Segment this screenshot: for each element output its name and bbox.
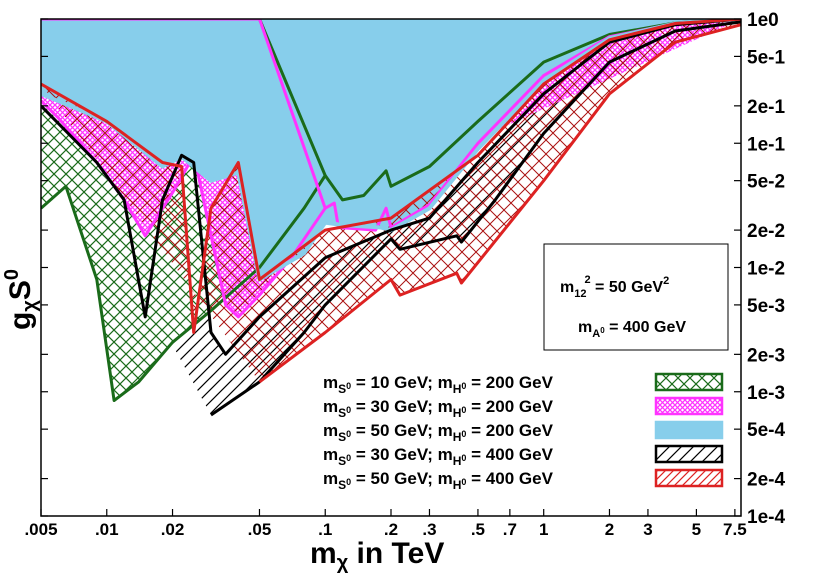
y-tick-label: 1e-4 bbox=[747, 507, 785, 528]
x-tick-label: 5 bbox=[692, 520, 701, 539]
boundary-upper-4 bbox=[41, 19, 741, 356]
legend-label: mS0 = 50 GeV; mH0 = 400 GeV bbox=[323, 469, 554, 492]
legend-swatch bbox=[654, 468, 724, 488]
legend-swatch bbox=[654, 372, 724, 392]
x-tick-label: .005 bbox=[24, 520, 57, 539]
ma0-parameter: mA0 = 400 GeV bbox=[578, 319, 686, 340]
x-tick-label: 1 bbox=[539, 520, 548, 539]
boundary-upper-5 bbox=[41, 19, 741, 334]
legend-swatch bbox=[654, 396, 724, 416]
y-tick-label: 5e-4 bbox=[747, 420, 785, 441]
legend-swatch bbox=[654, 444, 724, 464]
y-tick-label: 2e-3 bbox=[747, 345, 785, 366]
boundary-lower-3 bbox=[41, 19, 741, 282]
y-axis-label: gχS0 bbox=[1, 269, 41, 330]
y-tick-label: 1e-3 bbox=[747, 383, 785, 404]
x-tick-label: .2 bbox=[384, 520, 398, 539]
x-axis-label: mχ in TeV bbox=[310, 537, 444, 574]
boundary-lower-1 bbox=[41, 174, 327, 402]
legend-label: mS0 = 50 GeV; mH0 = 200 GeV bbox=[323, 421, 554, 444]
legend-swatch bbox=[654, 420, 724, 440]
y-tick-label: 5e-2 bbox=[747, 172, 785, 193]
legend-label: mS0 = 10 GeV; mH0 = 200 GeV bbox=[323, 373, 554, 396]
x-tick-label: .05 bbox=[248, 520, 272, 539]
x-tick-label: 7.5 bbox=[723, 520, 747, 539]
parameter-box bbox=[543, 243, 729, 351]
x-tick-label: .3 bbox=[422, 520, 436, 539]
x-tick-label: .01 bbox=[95, 520, 119, 539]
boundary-lower-4 bbox=[210, 20, 741, 417]
y-tick-label: 2e-2 bbox=[747, 221, 785, 242]
y-tick-label: 1e0 bbox=[747, 10, 779, 31]
x-tick-label: 2 bbox=[605, 520, 614, 539]
boundary-lower-5 bbox=[258, 23, 741, 384]
x-tick-label: .02 bbox=[161, 520, 185, 539]
x-tick-label: .7 bbox=[503, 520, 517, 539]
boundary-upper-1 bbox=[41, 19, 741, 202]
y-tick-label: 5e-3 bbox=[747, 296, 785, 317]
y-tick-label: 2e-4 bbox=[747, 470, 785, 491]
legend-label: mS0 = 30 GeV; mH0 = 400 GeV bbox=[323, 445, 554, 468]
x-tick-label: .5 bbox=[471, 520, 485, 539]
x-tick-label: .1 bbox=[318, 520, 332, 539]
x-tick-label: 3 bbox=[643, 520, 652, 539]
legend-label: mS0 = 30 GeV; mH0 = 200 GeV bbox=[323, 397, 554, 420]
m12-parameter: m122 = 50 GeV2 bbox=[560, 274, 669, 300]
y-tick-label: 2e-1 bbox=[747, 97, 785, 118]
y-tick-label: 1e-1 bbox=[747, 134, 785, 155]
region-3 bbox=[41, 19, 741, 280]
y-tick-label: 1e-2 bbox=[747, 259, 785, 280]
y-tick-label: 5e-1 bbox=[747, 47, 785, 68]
